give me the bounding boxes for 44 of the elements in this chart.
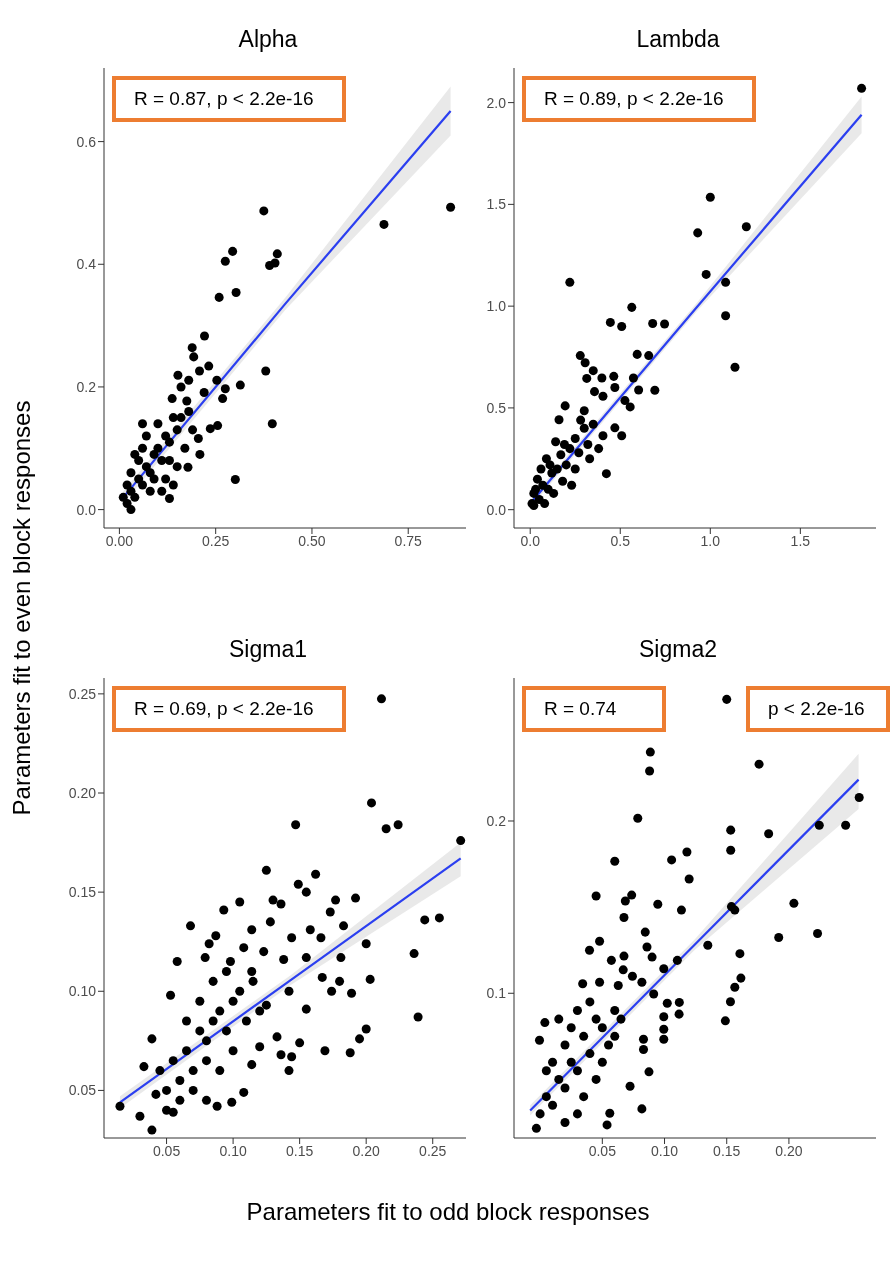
y-tick-label: 1.5 xyxy=(486,196,507,213)
x-tick-label: 0.15 xyxy=(286,1142,314,1159)
chart-title: Alpha xyxy=(237,25,299,54)
x-tick-label: 0.25 xyxy=(202,532,230,549)
y-tick-label: 0.6 xyxy=(76,133,97,150)
y-tick-label: 1.0 xyxy=(486,298,507,315)
y-tick-label: 0.2 xyxy=(486,812,507,829)
x-tick-label: 0.20 xyxy=(775,1142,803,1159)
x-tick-label: 0.50 xyxy=(298,532,326,549)
x-tick-label: 0.5 xyxy=(610,532,631,549)
chart-title: Lambda xyxy=(635,25,721,54)
x-tick-label: 0.05 xyxy=(152,1142,181,1159)
y-tick-label: 0.05 xyxy=(68,1082,97,1099)
y-tick-label: 0.20 xyxy=(68,784,97,801)
y-tick-label: 0.0 xyxy=(486,501,507,518)
x-tick-label: 0.10 xyxy=(650,1142,679,1159)
y-tick-label: 0.10 xyxy=(68,983,97,1000)
y-tick-label: 0.5 xyxy=(486,399,507,416)
x-axis-title: Parameters fit to odd block responses xyxy=(245,1198,651,1226)
y-tick-label: 0.15 xyxy=(68,884,97,901)
x-tick-label: 0.75 xyxy=(394,532,423,549)
annotation: p < 2.2e-16 xyxy=(746,686,890,732)
x-tick-label: 0.10 xyxy=(219,1142,247,1159)
y-tick-label: 0.4 xyxy=(76,256,97,273)
chart-title: Sigma1 xyxy=(228,635,308,664)
y-tick-label: 0.25 xyxy=(68,685,97,702)
annotation: R = 0.69, p < 2.2e-16 xyxy=(112,686,346,732)
y-tick-label: 0.2 xyxy=(76,378,97,395)
x-tick-label: 0.25 xyxy=(419,1142,447,1159)
annotation: R = 0.87, p < 2.2e-16 xyxy=(112,76,346,122)
x-tick-label: 0.05 xyxy=(588,1142,617,1159)
annotation: R = 0.74 xyxy=(522,686,666,732)
x-tick-label: 0.0 xyxy=(520,532,541,549)
y-tick-label: 2.0 xyxy=(486,94,507,111)
y-axis-title: Parameters fit to even block responses xyxy=(8,400,36,816)
x-tick-label: 1.5 xyxy=(790,532,811,549)
y-tick-label: 0.0 xyxy=(76,501,97,518)
chart-title: Sigma2 xyxy=(638,635,718,664)
y-tick-label: 0.1 xyxy=(486,985,507,1002)
annotation: R = 0.89, p < 2.2e-16 xyxy=(522,76,756,122)
x-tick-label: 0.15 xyxy=(713,1142,741,1159)
x-tick-label: 0.00 xyxy=(105,532,134,549)
x-tick-label: 1.0 xyxy=(700,532,721,549)
x-tick-label: 0.20 xyxy=(352,1142,381,1159)
